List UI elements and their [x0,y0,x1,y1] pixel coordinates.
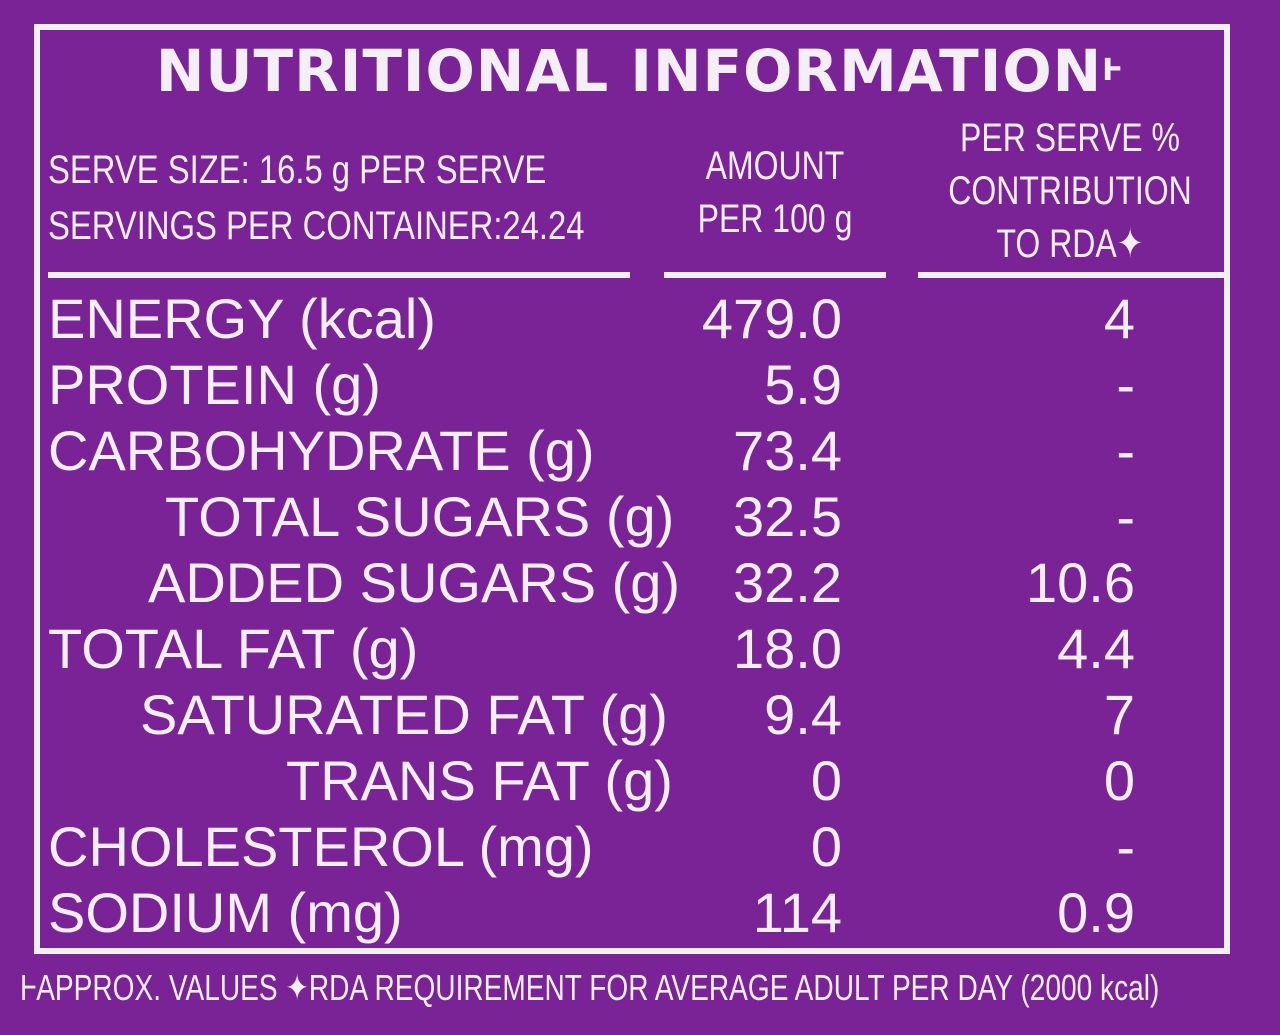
nutrient-name: SODIUM (mg) [48,881,403,944]
servings-per-container: SERVINGS PER CONTAINER:24.24 [48,204,585,248]
nutrient-row: CHOLESTEROL (mg) 0 - [0,814,1280,880]
nutrient-row: ENERGY (kcal) 479.0 4 [0,286,1280,352]
rda-percent: 0 [1103,749,1135,812]
header-divider [48,272,630,278]
header-amount-per-100g: AMOUNT PER 100 g [667,140,883,246]
amount-per-100g: 0 [810,749,842,812]
amount-per-100g: 9.4 [764,683,842,746]
nutrient-name: ENERGY (kcal) [48,287,436,350]
nutrient-row: TOTAL SUGARS (g) 32.5 - [0,484,1280,550]
nutrient-name: PROTEIN (g) [48,353,381,416]
footnote: ⱵAPPROX. VALUES ✦RDA REQUIREMENT FOR AVE… [20,967,1160,1008]
rda-percent: 4.4 [1057,617,1135,680]
rda-percent: - [1116,353,1135,416]
amount-per-100g: 5.9 [764,353,842,416]
nutrient-name: TOTAL FAT (g) [48,617,419,680]
rda-percent: 0.9 [1057,881,1135,944]
rda-percent: - [1116,815,1135,878]
approx-mark: Ⱶ [1102,53,1125,88]
amount-per-100g: 73.4 [733,419,842,482]
amount-per-100g: 32.2 [733,551,842,614]
nutrient-name: ADDED SUGARS (g) [148,551,681,614]
amount-per-100g: 114 [752,881,842,944]
amount-per-100g: 32.5 [733,485,842,548]
header-divider [664,272,886,278]
header-rda-line: TO RDA✦ [996,222,1144,266]
nutrient-name: CHOLESTEROL (mg) [48,815,594,878]
header-amount-line: PER 100 g [697,197,853,241]
rda-percent: 7 [1103,683,1135,746]
amount-per-100g: 18.0 [733,617,842,680]
nutrient-row: CARBOHYDRATE (g) 73.4 - [0,418,1280,484]
header-rda-contribution: PER SERVE % CONTRIBUTION TO RDA✦ [934,112,1206,271]
nutrient-row: TRANS FAT (g) 0 0 [0,748,1280,814]
rda-percent: 4 [1103,287,1135,350]
rda-percent: - [1116,419,1135,482]
nutrient-row: PROTEIN (g) 5.9 - [0,352,1280,418]
serving-info: SERVE SIZE: 16.5 g PER SERVE SERVINGS PE… [48,142,585,254]
header-rda-line: PER SERVE % [960,116,1180,160]
nutrition-title: NUTRITIONAL INFORMATIONⱵ [0,36,1280,106]
nutrient-row: TOTAL FAT (g) 18.0 4.4 [0,616,1280,682]
rda-percent: 10.6 [1026,551,1135,614]
nutrition-panel-border [34,24,1230,954]
nutrient-row: SATURATED FAT (g) 9.4 7 [0,682,1280,748]
serve-size: SERVE SIZE: 16.5 g PER SERVE [48,148,547,192]
header-rda-line: CONTRIBUTION [948,169,1192,213]
nutrient-name: TRANS FAT (g) [286,749,673,812]
title-text: NUTRITIONAL INFORMATION [155,37,1103,105]
nutrient-name: TOTAL SUGARS (g) [165,485,675,548]
nutrient-name: SATURATED FAT (g) [140,683,668,746]
nutrient-name: CARBOHYDRATE (g) [48,419,595,482]
header-amount-line: AMOUNT [705,144,845,188]
nutrient-row: SODIUM (mg) 114 0.9 [0,880,1280,946]
nutrient-row: ADDED SUGARS (g) 32.2 10.6 [0,550,1280,616]
header-divider [918,272,1224,278]
amount-per-100g: 479.0 [701,287,842,350]
amount-per-100g: 0 [810,815,842,878]
rda-percent: - [1116,485,1135,548]
